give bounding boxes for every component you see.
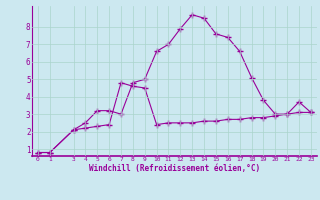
X-axis label: Windchill (Refroidissement éolien,°C): Windchill (Refroidissement éolien,°C) [89, 164, 260, 173]
